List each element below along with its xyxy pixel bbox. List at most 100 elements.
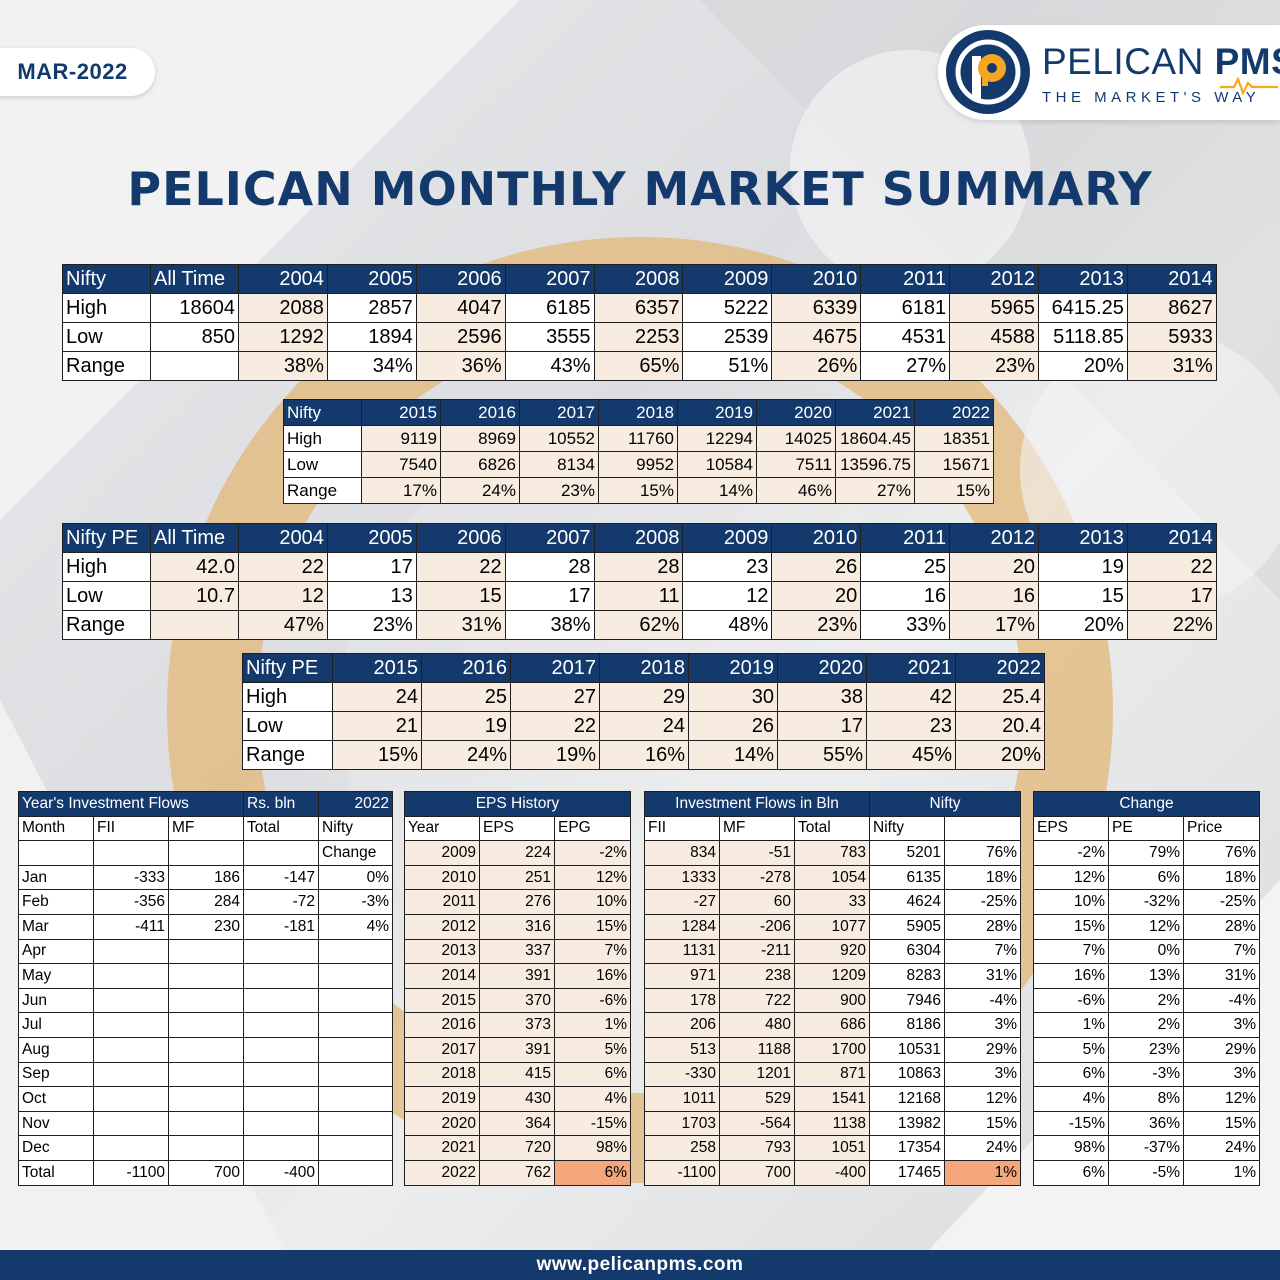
- value-cell: 36%: [415, 351, 506, 381]
- value-cell: 6304: [869, 938, 946, 965]
- value-cell: 15: [1038, 581, 1128, 611]
- table-header-row: Change: [1032, 791, 1261, 817]
- value-cell: 33: [793, 889, 871, 915]
- header-cell: Nifty: [283, 399, 362, 426]
- table-row: Aug: [18, 1036, 394, 1063]
- value-cell: 5118.85: [1038, 322, 1128, 352]
- nifty-range-table-2015-2022: Nifty 2015 2016 2017 2018 2019 2020 2021 2022 Hig…: [283, 399, 994, 504]
- table-row: Nov: [18, 1110, 394, 1137]
- table-row: Low 7540 6826 8134 9952 10584 7511 13596.75 1567…: [283, 451, 994, 478]
- value-cell: 364: [479, 1110, 555, 1137]
- table-row: 5% 23% 29%: [1033, 1036, 1261, 1063]
- value-cell: 2009: [404, 840, 480, 866]
- header-cell: 2021: [835, 399, 915, 426]
- value-cell: 18%: [944, 864, 1022, 891]
- value-cell: [318, 1061, 394, 1088]
- value-cell: 18%: [1182, 864, 1261, 891]
- subheader-cell: FII: [644, 815, 720, 842]
- header-cell: 2009: [682, 264, 773, 294]
- value-cell: 0%: [1108, 938, 1184, 965]
- value-cell: [167, 1036, 245, 1063]
- value-cell: 4588: [949, 322, 1040, 352]
- table-row: -6% 2% -4%: [1033, 987, 1261, 1014]
- value-cell: 686: [793, 1012, 871, 1038]
- value-cell: 21: [332, 711, 422, 741]
- brand-tagline: THE MARKET'S WAY: [1042, 89, 1261, 106]
- header-cell: 2010: [771, 264, 862, 294]
- header-cell: 2022: [914, 399, 994, 426]
- value-cell: 1333: [644, 864, 720, 891]
- value-cell: 7511: [756, 451, 836, 478]
- row-label: Nov: [18, 1110, 94, 1137]
- value-cell: [93, 1012, 169, 1038]
- value-cell: 284: [167, 889, 245, 915]
- table-row: 2013 337 7%: [404, 938, 631, 965]
- value-cell: 24%: [944, 1135, 1022, 1161]
- value-cell: 415: [479, 1061, 555, 1088]
- value-cell: -25%: [1182, 889, 1261, 915]
- value-cell: 23%: [519, 477, 599, 504]
- value-cell: 17: [1126, 581, 1217, 611]
- row-label: Low: [242, 711, 333, 741]
- value-cell: 76%: [1182, 840, 1261, 866]
- row-label: Range: [62, 610, 151, 640]
- table-row: 2010 251 12%: [404, 864, 631, 891]
- value-cell: 2011: [404, 889, 480, 915]
- value-cell: 276: [479, 889, 555, 915]
- value-cell: 17354: [869, 1135, 946, 1161]
- investment-flows-table: Investment Flows in Bln Nifty FII MF Total Ni…: [643, 791, 1022, 1186]
- change-table: Change EPS PE Price -2% 79% 76% 12% 6% 18% 10% -32%…: [1032, 791, 1261, 1186]
- value-cell: 1077: [793, 913, 871, 940]
- value-cell: -6%: [1033, 987, 1109, 1014]
- row-label: Range: [62, 351, 151, 381]
- value-cell: 1138: [793, 1110, 871, 1137]
- value-cell: 31%: [415, 610, 506, 640]
- value-cell: 6135: [869, 864, 946, 891]
- value-cell: [93, 1110, 169, 1137]
- value-cell: 7%: [944, 938, 1022, 965]
- value-cell: 13: [326, 581, 417, 611]
- value-cell: 10%: [554, 889, 631, 915]
- value-cell: 391: [479, 1036, 555, 1063]
- row-label: Sep: [18, 1061, 94, 1088]
- value-cell: 15%: [914, 477, 994, 504]
- value-cell: 12%: [944, 1086, 1022, 1112]
- value-cell: 1703: [644, 1110, 720, 1137]
- value-cell: -147: [243, 864, 320, 891]
- header-cell: Nifty PE: [242, 653, 333, 683]
- value-cell: 2022: [404, 1159, 480, 1186]
- value-cell: -2%: [554, 840, 631, 866]
- subheader-cell: Nifty: [869, 815, 946, 842]
- value-cell: 30: [688, 682, 778, 712]
- value-cell: 2021: [404, 1135, 480, 1161]
- value-cell: 1541: [793, 1086, 871, 1112]
- header-cell: 2017: [519, 399, 599, 426]
- value-cell: 17%: [361, 477, 441, 504]
- table-row: 2016 373 1%: [404, 1012, 631, 1038]
- value-cell: [150, 351, 239, 381]
- value-cell: 4531: [860, 322, 951, 352]
- value-cell: 7%: [554, 938, 631, 965]
- table-row: 10% -32% -25%: [1033, 889, 1261, 915]
- value-cell: [318, 1036, 394, 1063]
- table-row: Range 47% 23% 31% 38% 62% 48% 23% 33% 17% 20% 22%: [62, 610, 1217, 640]
- table-row: Jul: [18, 1012, 394, 1038]
- flows-title: Year's Investment Flows: [17, 791, 245, 817]
- table-row: 2011 276 10%: [404, 889, 631, 915]
- value-cell: [318, 1012, 394, 1038]
- value-cell: [318, 963, 394, 989]
- value-cell: 23%: [326, 610, 417, 640]
- table-row: Range 17% 24% 23% 15% 14% 46% 27% 15%: [283, 477, 994, 504]
- header-cell: 2011: [860, 264, 951, 294]
- table-row: 6% -3% 3%: [1033, 1061, 1261, 1088]
- value-cell: 76%: [944, 840, 1022, 866]
- value-cell: 6%: [554, 1061, 631, 1088]
- value-cell: 25: [860, 552, 951, 582]
- value-cell: [93, 1086, 169, 1112]
- table-header-row: Year's Investment Flows Rs. bln 2022: [17, 791, 394, 817]
- subheader-row: FII MF Total Nifty: [644, 815, 1022, 842]
- year-investment-flows-table: Year's Investment Flows Rs. bln 2022 Month F…: [17, 791, 394, 1186]
- value-cell: 18604.45: [835, 425, 915, 452]
- value-cell: 23%: [771, 610, 862, 640]
- value-cell: 0%: [318, 864, 394, 891]
